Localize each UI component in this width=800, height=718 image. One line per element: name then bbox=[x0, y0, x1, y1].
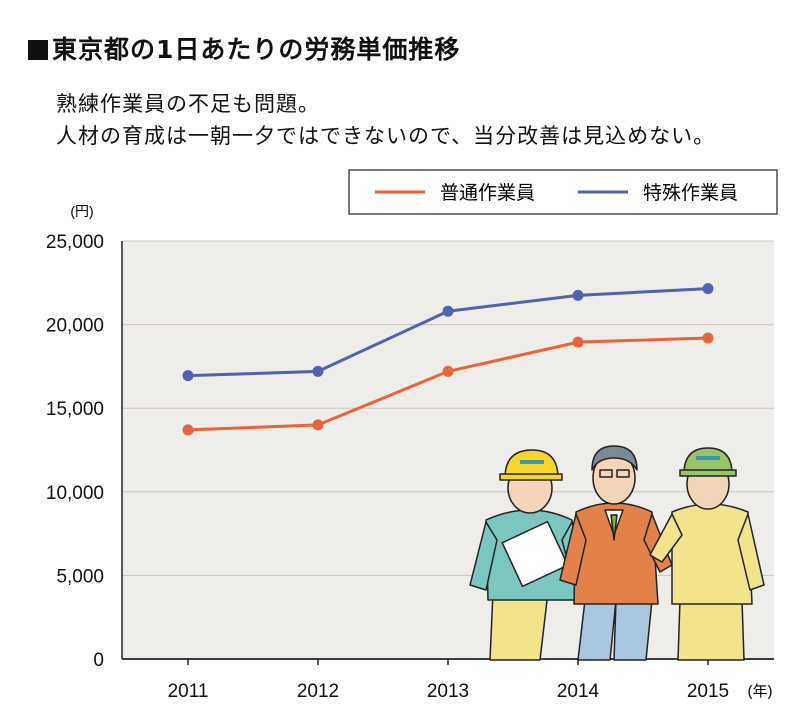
data-point bbox=[312, 365, 324, 377]
data-point bbox=[702, 332, 714, 344]
y-tick-label: 15,000 bbox=[46, 399, 104, 420]
data-point bbox=[572, 289, 584, 301]
y-tick-label: 25,000 bbox=[46, 232, 104, 253]
x-tick-label: 2015 bbox=[687, 681, 729, 702]
legend: 普通作業員 特殊作業員 bbox=[348, 169, 778, 215]
data-point bbox=[442, 305, 454, 317]
y-axis: 0 5,000 10,000 15,000 20,000 25,000 bbox=[46, 232, 123, 671]
y-tick-label: 20,000 bbox=[46, 316, 104, 337]
data-point bbox=[182, 370, 194, 382]
subtitle-line-2: 人材の育成は一朝一夕ではできないので、当分改善は見込めない。 bbox=[56, 124, 716, 148]
worker-middle bbox=[559, 445, 673, 661]
worker-right bbox=[649, 447, 765, 661]
data-point bbox=[572, 336, 584, 348]
y-tick-label: 5,000 bbox=[56, 566, 104, 587]
x-tick-label: 2012 bbox=[297, 681, 339, 702]
x-axis: 2011 2012 2013 2014 2015 bbox=[122, 658, 774, 702]
subtitle-line-1: 熟練作業員の不足も問題。 bbox=[56, 92, 320, 116]
data-point bbox=[312, 419, 324, 431]
chart-title: 東京都の1日あたりの労務単価推移 bbox=[28, 30, 460, 66]
grid-lines bbox=[122, 240, 774, 576]
x-axis-unit-label: (年) bbox=[748, 683, 773, 700]
worker-left bbox=[469, 449, 589, 661]
workers-illustration bbox=[469, 445, 765, 661]
legend-label-series-1: 普通作業員 bbox=[440, 182, 535, 204]
legend-label-series-2: 特殊作業員 bbox=[643, 182, 738, 204]
x-tick-label: 2014 bbox=[557, 681, 600, 702]
chart-title-text: 東京都の1日あたりの労務単価推移 bbox=[52, 35, 461, 64]
x-tick-label: 2013 bbox=[427, 681, 469, 702]
x-tick-label: 2011 bbox=[168, 681, 209, 702]
data-point bbox=[442, 365, 454, 377]
y-tick-label: 10,000 bbox=[46, 483, 104, 504]
data-point bbox=[702, 283, 714, 295]
y-axis-unit-label: (円) bbox=[70, 203, 93, 219]
square-bullet-icon bbox=[28, 40, 48, 60]
y-tick-label: 0 bbox=[93, 650, 104, 671]
series-group bbox=[182, 283, 714, 436]
data-point bbox=[182, 424, 194, 436]
